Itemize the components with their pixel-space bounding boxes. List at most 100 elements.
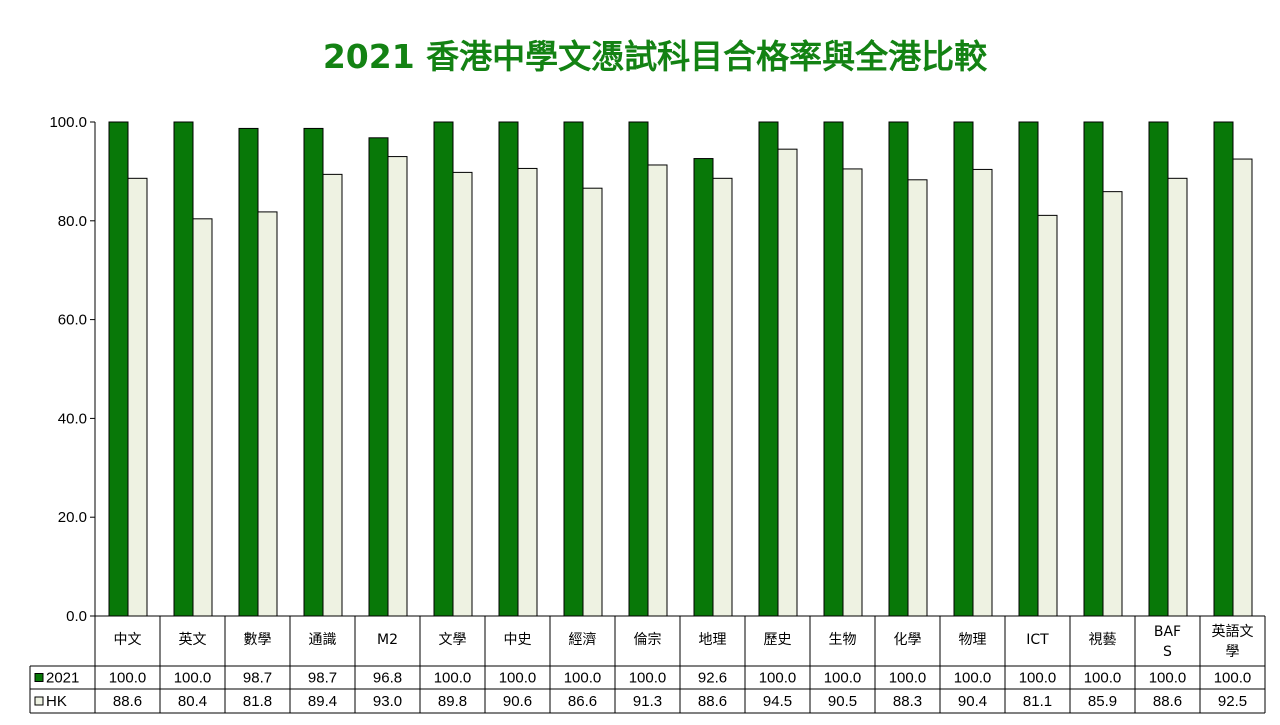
bar-hk-6 bbox=[517, 167, 538, 617]
x-tick-label: 數學 bbox=[244, 632, 272, 648]
bar-hk-1 bbox=[192, 218, 213, 617]
data-label: 88.6 bbox=[113, 693, 142, 710]
bar-2021-1 bbox=[173, 121, 194, 617]
data-label: 81.8 bbox=[243, 693, 272, 710]
chart-title: 2021 香港中學文憑試科目合格率與全港比較 bbox=[322, 37, 988, 76]
y-tick-label: 0.0 bbox=[66, 608, 87, 625]
bar-2021-12 bbox=[888, 121, 909, 617]
x-tick-label: 物理 bbox=[959, 632, 987, 648]
data-label: 80.4 bbox=[178, 693, 207, 710]
bar-hk-16 bbox=[1167, 177, 1188, 617]
bar-2021-2 bbox=[238, 127, 259, 617]
bar-hk-2 bbox=[257, 211, 278, 617]
bar-hk-12 bbox=[907, 179, 928, 617]
bar-2021-16 bbox=[1148, 121, 1169, 617]
data-label: 100.0 bbox=[174, 670, 212, 687]
bar-2021-7 bbox=[563, 121, 584, 617]
bar-2021-15 bbox=[1083, 121, 1104, 617]
bar-hk-4 bbox=[387, 156, 408, 617]
x-tick-label: 通識 bbox=[309, 632, 337, 648]
data-label: 100.0 bbox=[1084, 670, 1122, 687]
data-label: 91.3 bbox=[633, 693, 662, 710]
bar-2021-5 bbox=[433, 121, 454, 617]
data-label: 92.5 bbox=[1218, 693, 1247, 710]
data-label: 88.3 bbox=[893, 693, 922, 710]
bar-hk-7 bbox=[582, 187, 603, 617]
bar-2021-4 bbox=[368, 137, 389, 617]
bar-2021-13 bbox=[953, 121, 974, 617]
bar-2021-0 bbox=[108, 121, 129, 617]
bar-2021-11 bbox=[823, 121, 844, 617]
data-label: 100.0 bbox=[109, 670, 147, 687]
bar-hk-5 bbox=[452, 171, 473, 617]
legend-label-2021: 2021 bbox=[46, 670, 79, 687]
bar-2021-6 bbox=[498, 121, 519, 617]
data-label: 100.0 bbox=[1214, 670, 1252, 687]
x-tick-label: 地理 bbox=[699, 632, 727, 648]
bar-2021-10 bbox=[758, 121, 779, 617]
data-label: 89.8 bbox=[438, 693, 467, 710]
data-label: 100.0 bbox=[954, 670, 992, 687]
x-tick-label: 英語文 bbox=[1212, 623, 1254, 640]
x-tick-label: M2 bbox=[377, 632, 398, 648]
bar-hk-10 bbox=[777, 148, 798, 617]
bar-hk-13 bbox=[972, 168, 993, 617]
data-label: 90.4 bbox=[958, 693, 987, 710]
bar-hk-0 bbox=[127, 177, 148, 617]
data-label: 100.0 bbox=[1149, 670, 1187, 687]
data-label: 96.8 bbox=[373, 670, 402, 687]
data-label: 81.1 bbox=[1023, 693, 1052, 710]
data-label: 100.0 bbox=[564, 670, 602, 687]
x-tick-label: 化學 bbox=[894, 632, 922, 648]
x-tick-label: S bbox=[1163, 644, 1172, 660]
x-tick-label: 倫宗 bbox=[634, 632, 662, 648]
data-label: 100.0 bbox=[629, 670, 667, 687]
bar-2021-17 bbox=[1213, 121, 1234, 617]
data-label: 90.6 bbox=[503, 693, 532, 710]
data-label: 98.7 bbox=[308, 670, 337, 687]
bar-2021-14 bbox=[1018, 121, 1039, 617]
bar-hk-14 bbox=[1037, 214, 1058, 617]
bar-hk-15 bbox=[1102, 191, 1123, 617]
x-tick-label: 英文 bbox=[179, 631, 207, 648]
x-tick-label: 經濟 bbox=[569, 632, 597, 648]
x-tick-label: 視藝 bbox=[1089, 632, 1117, 648]
data-label: 93.0 bbox=[373, 693, 402, 710]
legend-key-hk bbox=[34, 696, 44, 706]
bar-hk-11 bbox=[842, 168, 863, 617]
data-label: 90.5 bbox=[828, 693, 857, 710]
data-label: 86.6 bbox=[568, 693, 597, 710]
data-label: 88.6 bbox=[1153, 693, 1182, 710]
bar-hk-17 bbox=[1232, 158, 1253, 617]
x-tick-label: 中文 bbox=[114, 632, 142, 648]
bar-2021-3 bbox=[303, 127, 324, 617]
x-tick-label: ICT bbox=[1026, 632, 1049, 648]
data-label: 100.0 bbox=[434, 670, 472, 687]
legend-label-hk: HK bbox=[46, 693, 67, 710]
bar-hk-3 bbox=[322, 173, 343, 617]
legend-key-2021 bbox=[34, 673, 44, 682]
data-label: 88.6 bbox=[698, 693, 727, 710]
data-label: 100.0 bbox=[499, 670, 537, 687]
data-label: 89.4 bbox=[308, 693, 337, 710]
bar-2021-9 bbox=[693, 158, 714, 617]
y-tick-label: 60.0 bbox=[58, 312, 87, 329]
data-label: 100.0 bbox=[824, 670, 862, 687]
bar-hk-9 bbox=[712, 177, 733, 617]
x-tick-label: 生物 bbox=[829, 632, 857, 648]
y-tick-label: 20.0 bbox=[58, 509, 87, 526]
x-tick-label: 學 bbox=[1226, 644, 1240, 660]
bar-2021-8 bbox=[628, 121, 649, 617]
y-tick-label: 100.0 bbox=[49, 114, 87, 131]
y-tick-label: 40.0 bbox=[58, 410, 87, 427]
bar-hk-8 bbox=[647, 164, 668, 617]
data-label: 100.0 bbox=[1019, 670, 1057, 687]
data-label: 92.6 bbox=[698, 670, 727, 687]
y-tick-label: 80.0 bbox=[58, 213, 87, 230]
data-label: 98.7 bbox=[243, 670, 272, 687]
data-label: 100.0 bbox=[889, 670, 927, 687]
x-tick-label: BAF bbox=[1154, 624, 1181, 640]
x-tick-label: 中史 bbox=[504, 632, 532, 648]
x-tick-label: 文學 bbox=[439, 632, 467, 648]
